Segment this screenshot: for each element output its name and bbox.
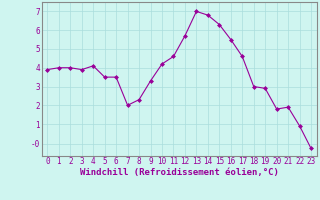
X-axis label: Windchill (Refroidissement éolien,°C): Windchill (Refroidissement éolien,°C) xyxy=(80,168,279,177)
